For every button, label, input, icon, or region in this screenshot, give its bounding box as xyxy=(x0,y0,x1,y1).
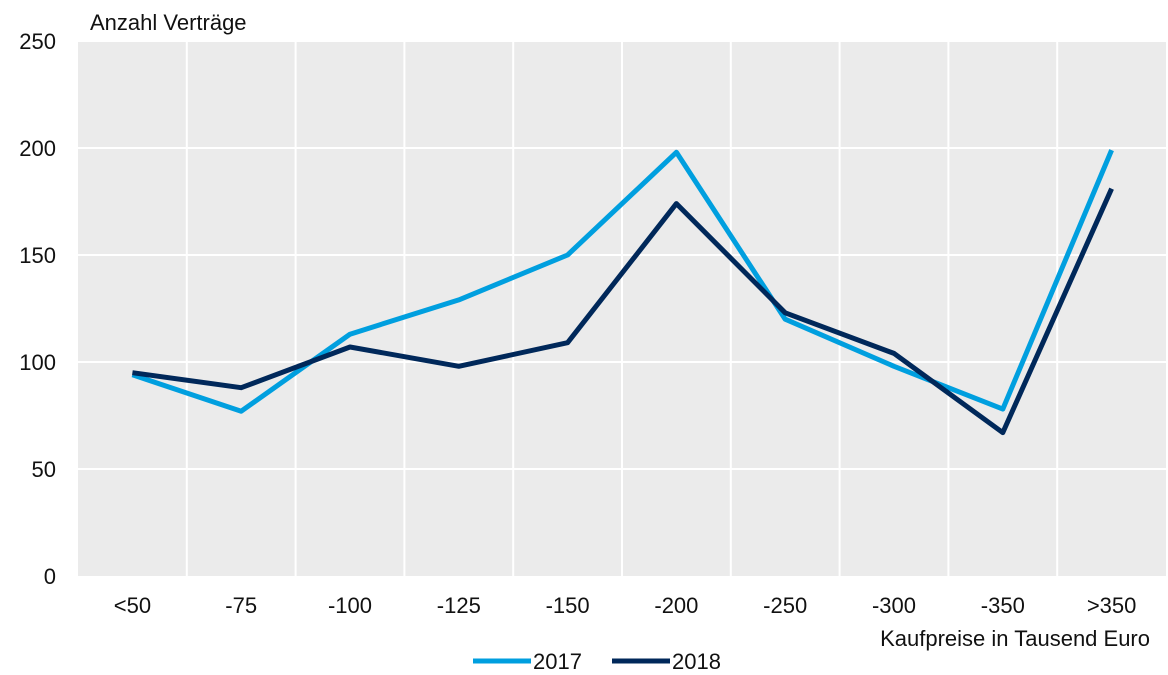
x-axis-ticks: <50 -75 -100 -125 -150 -200 -250 -300 -350 >350 xyxy=(114,593,1137,618)
x-tick-label: -125 xyxy=(437,593,481,618)
y-tick-label: 150 xyxy=(19,243,56,268)
legend-label-2017: 2017 xyxy=(533,649,582,674)
x-tick-label: -200 xyxy=(654,593,698,618)
y-tick-label: 200 xyxy=(19,136,56,161)
x-tick-label: -250 xyxy=(763,593,807,618)
x-axis-label: Kaufpreise in Tausend Euro xyxy=(880,626,1150,651)
series-line-2018 xyxy=(132,187,1114,436)
y-tick-label: 50 xyxy=(32,457,56,482)
series-lines xyxy=(131,149,1114,436)
y-tick-label: 100 xyxy=(19,350,56,375)
x-tick-label: -350 xyxy=(981,593,1025,618)
series-line-2017 xyxy=(131,149,1114,414)
y-axis-ticks: 0 50 100 150 200 250 xyxy=(19,29,56,589)
grid-lines xyxy=(78,40,1166,576)
legend-label-2018: 2018 xyxy=(672,649,721,674)
y-axis-label: Anzahl Verträge xyxy=(90,10,247,35)
legend: 2017 2018 xyxy=(473,649,721,674)
x-tick-label: -150 xyxy=(546,593,590,618)
x-tick-label: -100 xyxy=(328,593,372,618)
x-tick-label: -300 xyxy=(872,593,916,618)
y-tick-label: 0 xyxy=(44,564,56,589)
x-tick-label: >350 xyxy=(1087,593,1137,618)
x-tick-label: <50 xyxy=(114,593,151,618)
x-tick-label: -75 xyxy=(225,593,257,618)
y-tick-label: 250 xyxy=(19,29,56,54)
